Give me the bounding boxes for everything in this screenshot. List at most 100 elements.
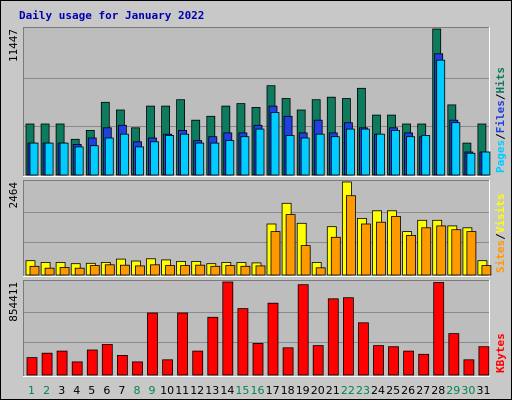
day-label-24: 24	[371, 384, 385, 397]
bar-sites-day-undefined	[89, 265, 100, 276]
bar-kbytes-day-undefined	[357, 322, 369, 376]
day-label-9: 9	[149, 384, 156, 397]
bar-sites-day-undefined	[406, 234, 417, 276]
bar-sites-day-undefined	[180, 265, 191, 276]
day-label-26: 26	[401, 384, 415, 397]
bar-pages-day-17	[270, 112, 280, 176]
legend-item-hits: Hits	[494, 67, 507, 94]
day-label-10: 10	[160, 384, 174, 397]
bar-sites-day-undefined	[240, 265, 251, 276]
y-max-label: 854411	[7, 282, 20, 322]
day-label-19: 19	[296, 384, 310, 397]
bar-kbytes-day-undefined	[147, 312, 158, 376]
bar-kbytes-day-undefined	[267, 302, 279, 376]
day-label-22: 22	[341, 384, 355, 397]
bar-sites-day-undefined	[255, 265, 266, 276]
bar-kbytes-day-undefined	[222, 281, 234, 376]
bar-sites-day-undefined	[481, 265, 492, 276]
day-labels: 1 2 3 4 5 6 7 8 9 10 11 12 13 14 15 16 17 18 19 20 21 22 23 24 2…	[28, 384, 491, 397]
day-label-2: 2	[43, 384, 50, 397]
bar-pages-day-14	[225, 140, 235, 176]
day-label-8: 8	[134, 384, 141, 397]
bar-pages-day-3	[59, 142, 69, 176]
day-label-25: 25	[386, 384, 400, 397]
legend-separator: /	[494, 133, 507, 140]
bar-kbytes-day-undefined	[71, 361, 83, 376]
bar-sites-day-undefined	[376, 221, 386, 276]
bar-sites-day-undefined	[270, 231, 281, 276]
bar-pages-day-27	[421, 135, 431, 176]
bar-kbytes-day-undefined	[297, 284, 309, 376]
bar-kbytes-day-undefined	[86, 349, 98, 376]
bar-sites-day-undefined	[421, 227, 432, 276]
legend-item-files: Files	[494, 100, 507, 133]
day-label-27: 27	[416, 384, 430, 397]
bar-sites-day-undefined	[451, 229, 462, 276]
bar-kbytes-day-undefined	[132, 361, 143, 376]
bar-sites-day-undefined	[345, 195, 356, 276]
bar-sites-day-undefined	[330, 236, 341, 276]
legend-panel-2: Sites/Visits	[494, 194, 507, 274]
bar-pages-day-5	[89, 145, 99, 176]
bar-sites-day-undefined	[225, 265, 236, 276]
bar-kbytes-day-undefined	[41, 352, 53, 376]
day-label-17: 17	[266, 384, 280, 397]
bar-pages-day-19	[300, 137, 310, 176]
bar-kbytes-day-undefined	[177, 312, 189, 376]
day-label-15: 15	[235, 384, 249, 397]
bar-pages-day-18	[285, 135, 295, 176]
bar-sites-day-undefined	[436, 225, 447, 276]
bar-sites-day-undefined	[466, 231, 477, 276]
panel-3: 854411 KBytes	[7, 280, 507, 377]
bar-kbytes-day-undefined	[418, 353, 430, 376]
bar-pages-day-26	[406, 136, 416, 176]
bar-pages-day-24	[376, 133, 385, 176]
day-label-28: 28	[431, 384, 445, 397]
legend-separator: /	[494, 233, 507, 240]
bar-sites-day-undefined	[120, 264, 130, 276]
legend-item-sites: Sites	[494, 240, 507, 273]
day-label-3: 3	[58, 384, 65, 397]
bar-sites-day-undefined	[195, 264, 206, 276]
bar-kbytes-day-undefined	[117, 354, 128, 376]
bar-sites-day-undefined	[210, 265, 221, 276]
bar-pages-day-12	[195, 142, 205, 176]
bar-kbytes-day-undefined	[373, 345, 384, 376]
bar-pages-day-2	[44, 142, 54, 176]
bar-kbytes-day-undefined	[312, 345, 324, 376]
day-label-12: 12	[190, 384, 204, 397]
bar-kbytes-day-undefined	[162, 359, 174, 376]
bar-kbytes-day-undefined	[478, 346, 490, 376]
bar-sites-day-undefined	[285, 214, 296, 276]
day-label-14: 14	[220, 384, 234, 397]
bar-sites-day-undefined	[104, 264, 115, 276]
bar-sites-day-undefined	[150, 264, 160, 276]
bar-pages-day-15	[240, 136, 250, 176]
bar-sites-day-undefined	[74, 267, 85, 276]
bar-pages-day-11	[180, 133, 190, 176]
bar-sites-day-undefined	[360, 223, 371, 276]
bar-kbytes-day-undefined	[403, 350, 415, 376]
bar-pages-day-20	[315, 133, 325, 176]
bar-pages-day-29	[451, 122, 461, 176]
day-label-13: 13	[205, 384, 219, 397]
bar-pages-day-16	[255, 128, 265, 176]
bar-kbytes-day-undefined	[252, 342, 264, 376]
day-label-21: 21	[326, 384, 340, 397]
bar-pages-day-22	[345, 128, 355, 176]
bar-sites-day-undefined	[391, 216, 401, 276]
legend-item-kbytes: KBytes	[494, 333, 507, 373]
legend-item-visits: Visits	[494, 194, 507, 234]
day-label-5: 5	[88, 384, 95, 397]
bar-pages-day-10	[165, 135, 175, 176]
legend-panel-3: KBytes	[494, 333, 507, 373]
day-label-20: 20	[311, 384, 325, 397]
bar-kbytes-day-undefined	[207, 316, 219, 376]
legend-separator: /	[494, 93, 507, 100]
bar-pages-day-7	[120, 133, 129, 176]
bar-kbytes-day-undefined	[192, 350, 204, 376]
bar-pages-day-21	[330, 136, 340, 176]
day-label-18: 18	[281, 384, 295, 397]
